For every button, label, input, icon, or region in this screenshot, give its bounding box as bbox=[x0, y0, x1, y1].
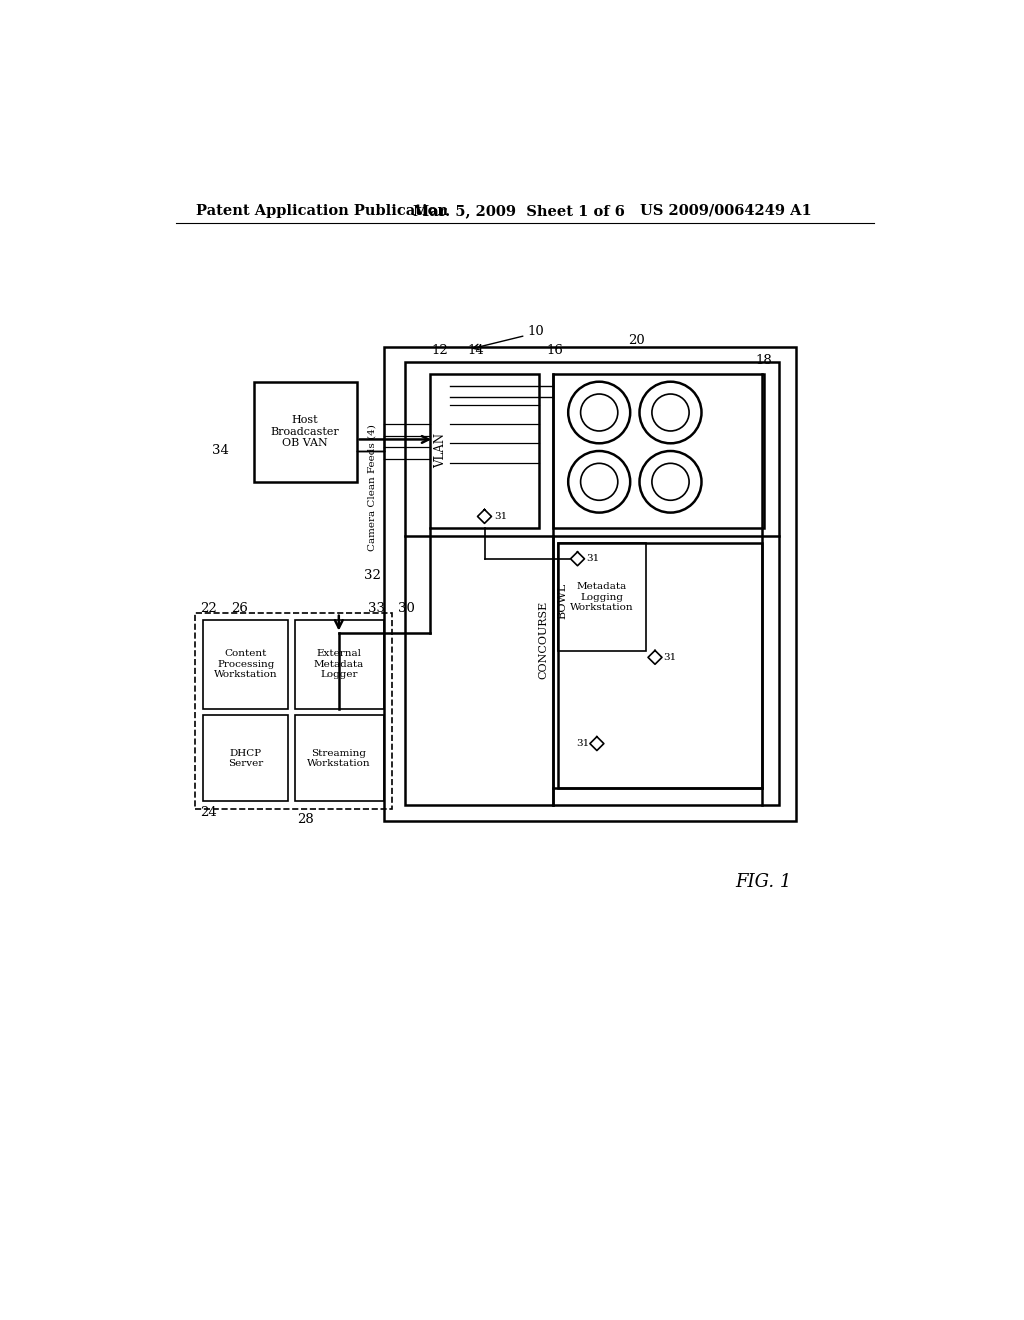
Bar bbox=[295, 715, 384, 801]
Text: 18: 18 bbox=[756, 354, 772, 367]
Text: 33: 33 bbox=[369, 602, 385, 615]
Bar bbox=[430, 374, 539, 528]
Text: 16: 16 bbox=[547, 345, 563, 358]
Text: 20: 20 bbox=[628, 334, 645, 347]
Text: 34: 34 bbox=[212, 445, 228, 458]
Text: CONCOURSE: CONCOURSE bbox=[539, 601, 549, 678]
Bar bbox=[196, 612, 391, 809]
Bar bbox=[254, 381, 356, 482]
Bar bbox=[558, 544, 762, 788]
Bar bbox=[203, 620, 289, 709]
Text: 28: 28 bbox=[297, 813, 313, 825]
Text: External
Metadata
Logger: External Metadata Logger bbox=[313, 649, 364, 680]
Text: VLAN: VLAN bbox=[434, 433, 447, 469]
Text: Camera Clean Feeds (4): Camera Clean Feeds (4) bbox=[368, 424, 377, 552]
Text: BOWL: BOWL bbox=[557, 583, 567, 619]
Text: 30: 30 bbox=[397, 602, 415, 615]
Polygon shape bbox=[570, 552, 585, 566]
Text: 22: 22 bbox=[200, 602, 217, 615]
Bar bbox=[404, 363, 779, 805]
Text: 31: 31 bbox=[586, 554, 599, 564]
Bar bbox=[553, 374, 764, 528]
Text: 32: 32 bbox=[365, 569, 381, 582]
Bar bbox=[384, 347, 796, 821]
Text: DHCP
Server: DHCP Server bbox=[228, 748, 263, 768]
Text: Mar. 5, 2009  Sheet 1 of 6: Mar. 5, 2009 Sheet 1 of 6 bbox=[414, 203, 625, 218]
Text: US 2009/0064249 A1: US 2009/0064249 A1 bbox=[640, 203, 811, 218]
Bar bbox=[558, 544, 646, 651]
Text: 26: 26 bbox=[231, 602, 248, 615]
Bar bbox=[203, 715, 289, 801]
Polygon shape bbox=[648, 651, 662, 664]
Text: Host
Broadcaster
OB VAN: Host Broadcaster OB VAN bbox=[270, 416, 339, 449]
Polygon shape bbox=[590, 737, 604, 751]
Text: Patent Application Publication: Patent Application Publication bbox=[197, 203, 449, 218]
Text: 31: 31 bbox=[575, 739, 589, 748]
Text: Content
Processing
Workstation: Content Processing Workstation bbox=[214, 649, 278, 680]
Text: 14: 14 bbox=[467, 345, 484, 358]
Text: 24: 24 bbox=[200, 807, 217, 820]
Polygon shape bbox=[477, 510, 492, 524]
Text: 31: 31 bbox=[664, 653, 677, 661]
Text: 12: 12 bbox=[432, 345, 449, 358]
Text: Streaming
Workstation: Streaming Workstation bbox=[307, 748, 371, 768]
Text: 31: 31 bbox=[495, 512, 508, 521]
Text: FIG. 1: FIG. 1 bbox=[735, 874, 792, 891]
Text: Metadata
Logging
Workstation: Metadata Logging Workstation bbox=[569, 582, 633, 612]
Bar bbox=[295, 620, 384, 709]
Text: 10: 10 bbox=[528, 325, 545, 338]
